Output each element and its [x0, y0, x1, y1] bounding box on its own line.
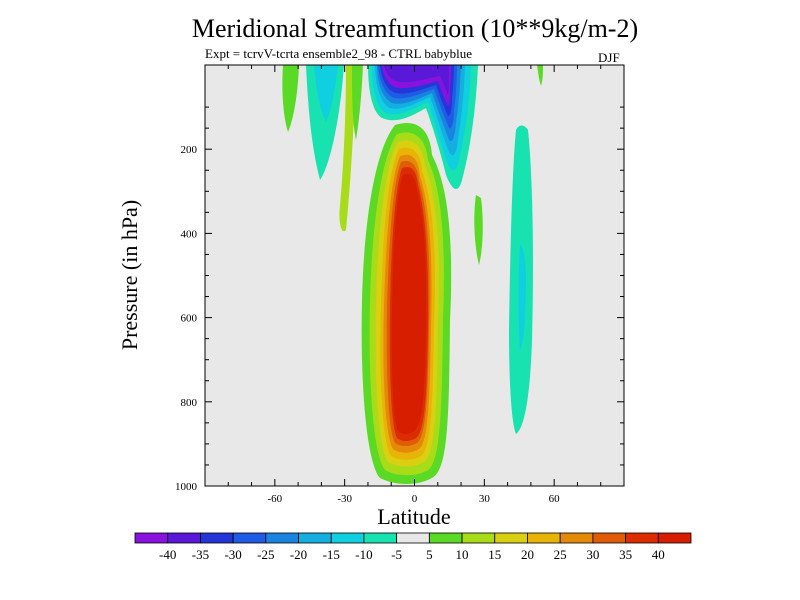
contour-teal-south [314, 65, 338, 122]
colorbar-label: -5 [391, 547, 402, 562]
colorbar-swatch [298, 532, 332, 544]
colorbar-swatch [592, 532, 626, 544]
colorbar-label: -35 [192, 547, 209, 562]
colorbar-swatch [625, 532, 659, 544]
y-tick-label: 600 [181, 313, 198, 325]
x-tick-label: 60 [549, 493, 561, 505]
contour-neg-upper-40b [384, 65, 449, 95]
y-axis-label: Pressure (in hPa) [117, 200, 142, 350]
season-label: DJF [598, 50, 620, 65]
chart-subtitle: Expt = tcrvV-tcrta ensemble2_98 - CTRL b… [205, 46, 473, 61]
contour-pos-40 [391, 173, 427, 434]
x-tick-label: -60 [267, 493, 282, 505]
x-tick-label: -30 [337, 493, 352, 505]
x-tick-label: 0 [412, 493, 418, 505]
x-axis-label: Latitude [377, 504, 450, 529]
colorbar-swatch [428, 532, 463, 544]
contour-green-far-east [537, 65, 543, 86]
colorbar-label: 25 [554, 547, 567, 562]
colorbar-label: 15 [488, 547, 501, 562]
x-axis-ticks: -60 -30 0 30 60 [204, 65, 625, 505]
colorbar-swatch [265, 532, 299, 544]
colorbar-label: 40 [652, 547, 665, 562]
y-tick-label: 800 [181, 397, 198, 409]
x-tick-label: 30 [479, 493, 491, 505]
contour-cyan-south [306, 65, 344, 180]
y-tick-label: 400 [181, 228, 198, 240]
colorbar-label: -20 [290, 547, 307, 562]
colorbar-swatch [559, 532, 594, 544]
contour-teal-north [518, 245, 526, 350]
colorbar-label: 10 [456, 547, 469, 562]
colorbar-label: 30 [586, 547, 599, 562]
contour-green-mid [339, 65, 356, 232]
contour-green-mid2 [352, 65, 363, 140]
colorbar-swatch [494, 532, 528, 544]
colorbar-swatch [200, 532, 234, 544]
colorbar-swatch [657, 532, 692, 544]
contour-green-east [474, 195, 483, 265]
colorbar-label: -15 [323, 547, 340, 562]
colorbar-swatch [461, 532, 496, 544]
colorbar-swatch [167, 532, 201, 544]
colorbar-swatch [396, 532, 430, 544]
contour-green-south [282, 65, 299, 132]
colorbar-swatch [134, 532, 169, 544]
colorbar-swatch [232, 532, 267, 544]
contour-fields [282, 65, 543, 484]
colorbar-swatch [363, 532, 398, 544]
colorbar-label: -40 [159, 547, 176, 562]
colorbar-label: -10 [355, 547, 372, 562]
colorbar: -40 -35 -30 -25 -20 -15 -10 -5 5 10 15 20 25 30 35 40 [134, 532, 692, 562]
y-tick-label: 200 [181, 144, 198, 156]
colorbar-label: -30 [224, 547, 241, 562]
colorbar-label: 35 [619, 547, 632, 562]
y-axis-ticks: 200 400 600 800 1000 [175, 106, 624, 493]
y-tick-label: 1000 [175, 481, 198, 493]
colorbar-label: 20 [521, 547, 534, 562]
colorbar-label: 5 [426, 547, 433, 562]
chart-title: Meridional Streamfunction (10**9kg/m-2) [191, 14, 639, 43]
colorbar-swatch [330, 532, 365, 544]
colorbar-swatch [527, 532, 561, 544]
colorbar-label: -25 [257, 547, 274, 562]
